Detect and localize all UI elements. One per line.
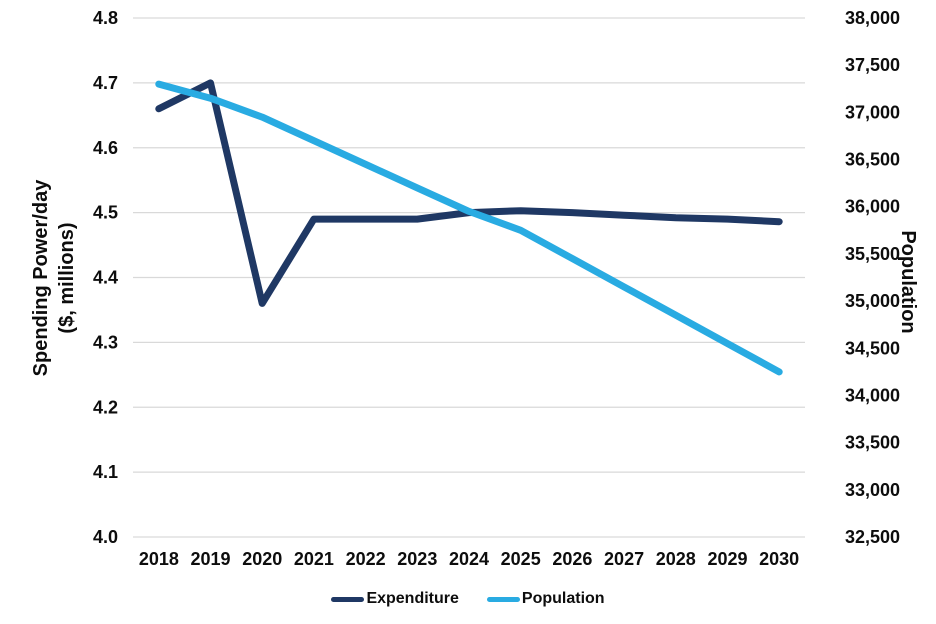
left-axis-tick-label: 4.3: [93, 332, 118, 352]
x-axis-tick-label: 2023: [397, 549, 437, 569]
right-axis-tick-label: 35,500: [845, 244, 900, 264]
x-axis-tick-label: 2021: [294, 549, 334, 569]
left-axis-tick-label: 4.0: [93, 527, 118, 547]
right-axis-tick-label: 38,000: [845, 8, 900, 28]
legend-label-expenditure: Expenditure: [366, 590, 459, 607]
x-axis-tick-label: 2024: [449, 549, 489, 569]
right-axis-tick-label: 37,500: [845, 55, 900, 75]
x-axis-tick-label: 2027: [604, 549, 644, 569]
left-axis-tick-label: 4.4: [93, 268, 118, 288]
legend-item-population[interactable]: Population: [486, 590, 605, 608]
right-axis-title: Population: [897, 230, 919, 334]
x-axis-tick-label: 2030: [759, 549, 799, 569]
x-axis-tick-label: 2022: [346, 549, 386, 569]
legend-label-population: Population: [521, 590, 605, 607]
left-axis-tick-label: 4.7: [93, 73, 118, 93]
left-axis-tick-label: 4.1: [93, 462, 118, 482]
x-axis-tick-label: 2028: [656, 549, 696, 569]
x-axis-tick-label: 2019: [191, 549, 231, 569]
right-axis-tick-label: 36,500: [845, 150, 900, 170]
left-axis-tick-label: 4.2: [93, 397, 118, 417]
right-axis-tick-label: 33,500: [845, 433, 900, 453]
x-axis-tick-label: 2020: [242, 549, 282, 569]
right-axis-tick-label: 34,500: [845, 338, 900, 358]
chart-legend: Expenditure Population: [0, 590, 936, 608]
left-axis-tick-label: 4.6: [93, 138, 118, 158]
x-axis-tick-label: 2029: [707, 549, 747, 569]
right-axis-tick-label: 36,000: [845, 197, 900, 217]
right-axis-tick-label: 34,000: [845, 385, 900, 405]
left-axis-tick-label: 4.5: [93, 203, 118, 223]
legend-item-expenditure[interactable]: Expenditure: [331, 590, 459, 608]
population-line-swatch: [486, 596, 520, 602]
right-axis-tick-label: 35,000: [845, 291, 900, 311]
x-axis-tick-label: 2026: [552, 549, 592, 569]
expenditure-line-swatch: [331, 596, 365, 602]
population-line: [155, 80, 783, 376]
left-axis-tick-label: 4.8: [93, 8, 118, 28]
left-axis-title: Spending Power/day ($, millions): [28, 118, 82, 438]
left-axis-title-line1: Spending Power/day: [30, 179, 52, 377]
right-axis-tick-label: 32,500: [845, 527, 900, 547]
x-axis-tick-label: 2025: [501, 549, 541, 569]
right-axis-tick-label: 37,000: [845, 102, 900, 122]
left-axis-title-line2: ($, millions): [56, 222, 78, 334]
right-axis-tick-label: 33,000: [845, 480, 900, 500]
x-axis-tick-label: 2018: [139, 549, 179, 569]
